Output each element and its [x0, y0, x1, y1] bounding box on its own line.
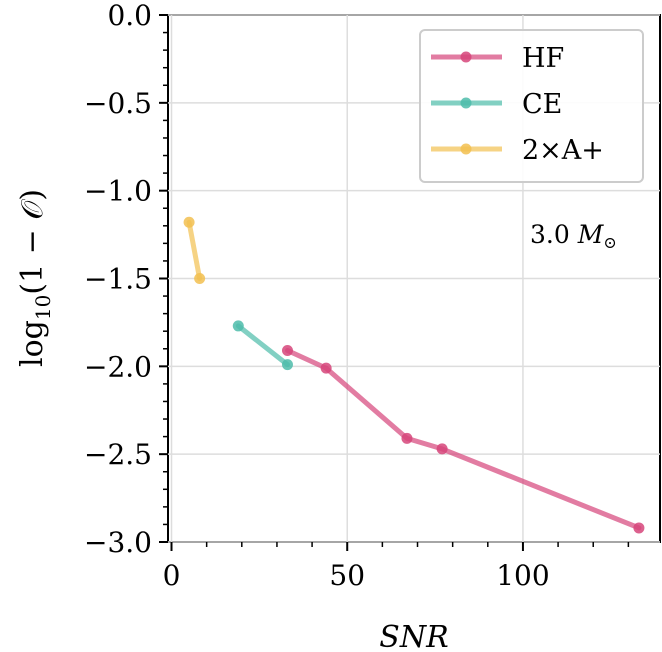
ticks: 0 50 100 0.0 −0.5 −1.0 −1.5 −2.0 −2.5 −3.0: [84, 0, 630, 592]
legend-label-2a: 2×A+: [522, 135, 604, 166]
data-point-hf: [633, 522, 645, 534]
y-tick-label: −1.0: [84, 175, 152, 208]
data-point-hf: [281, 345, 293, 357]
y-tick-label: −3.0: [84, 526, 152, 559]
data-point-ce: [281, 359, 293, 371]
series-layer: [183, 216, 645, 534]
legend-marker-ce: [460, 97, 472, 109]
y-tick-label: 0.0: [107, 0, 152, 32]
y-tick-label: −2.5: [84, 438, 152, 471]
series-line-hf: [285, 348, 642, 531]
data-point-ce: [232, 320, 244, 332]
x-tick-label: 0: [163, 559, 181, 592]
mass-annotation: 3.0 M⊙: [530, 220, 617, 252]
y-tick-label: −0.5: [84, 87, 152, 120]
legend-marker-2a: [460, 143, 472, 155]
x-tick-label: 50: [329, 559, 365, 592]
y-tick-label: −2.0: [84, 350, 152, 383]
data-point-2a: [183, 216, 195, 228]
x-tick-label: 100: [496, 559, 549, 592]
data-point-hf: [436, 443, 448, 455]
legend-label-hf: HF: [522, 43, 564, 74]
series-line-ce: [235, 323, 290, 368]
data-point-2a: [194, 273, 206, 284]
legend-label-ce: CE: [522, 89, 562, 120]
legend: HF CE 2×A+: [419, 29, 644, 183]
legend-marker-hf: [460, 51, 472, 63]
data-point-hf: [320, 362, 332, 374]
y-axis-label: log10(1 − 𝒪): [15, 189, 55, 367]
x-axis-label: SNR: [379, 620, 448, 652]
legend-box: [419, 29, 644, 183]
series-line-2a: [186, 219, 203, 281]
y-tick-label: −1.5: [84, 263, 152, 296]
data-point-hf: [401, 432, 413, 444]
